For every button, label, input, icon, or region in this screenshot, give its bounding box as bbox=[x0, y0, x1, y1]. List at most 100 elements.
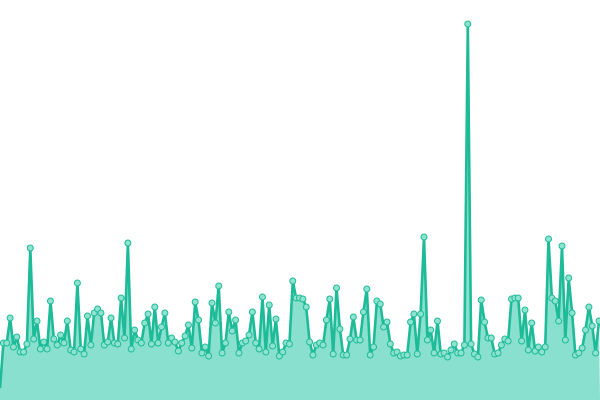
data-point bbox=[558, 242, 566, 250]
data-point bbox=[481, 318, 489, 326]
data-point bbox=[70, 348, 78, 356]
data-point bbox=[161, 309, 169, 317]
data-point bbox=[497, 341, 505, 349]
data-point bbox=[87, 341, 95, 349]
data-point bbox=[53, 341, 61, 349]
data-point bbox=[63, 317, 71, 325]
data-point bbox=[73, 279, 81, 287]
area-fill-layer bbox=[0, 24, 600, 400]
data-point bbox=[380, 323, 388, 331]
data-point bbox=[20, 348, 28, 356]
data-point bbox=[349, 313, 357, 321]
data-point bbox=[410, 310, 418, 318]
data-point bbox=[147, 340, 155, 348]
data-point bbox=[363, 285, 371, 293]
data-point bbox=[208, 299, 216, 307]
data-point bbox=[366, 351, 374, 359]
data-point bbox=[457, 349, 465, 357]
data-point bbox=[174, 347, 182, 355]
data-point bbox=[104, 338, 112, 346]
data-point bbox=[164, 339, 172, 347]
data-point bbox=[265, 301, 273, 309]
data-point bbox=[565, 274, 573, 282]
data-point bbox=[595, 317, 600, 325]
data-point bbox=[137, 339, 145, 347]
data-point bbox=[77, 345, 85, 353]
data-point bbox=[83, 312, 91, 320]
data-point bbox=[228, 327, 236, 335]
data-point bbox=[151, 303, 159, 311]
data-point bbox=[33, 317, 41, 325]
data-point bbox=[521, 306, 529, 314]
data-point bbox=[343, 351, 351, 359]
data-point bbox=[346, 335, 354, 343]
data-point bbox=[46, 297, 54, 305]
data-point bbox=[423, 336, 431, 344]
data-point bbox=[60, 339, 68, 347]
data-point bbox=[329, 350, 337, 358]
data-point bbox=[248, 308, 256, 316]
data-point bbox=[383, 318, 391, 326]
data-point bbox=[178, 339, 186, 347]
data-point bbox=[450, 340, 458, 348]
data-point bbox=[413, 350, 421, 358]
data-point bbox=[427, 326, 435, 334]
data-point bbox=[582, 326, 590, 334]
data-point bbox=[36, 345, 44, 353]
data-point bbox=[198, 349, 206, 357]
data-point bbox=[578, 344, 586, 352]
data-point bbox=[487, 334, 495, 342]
data-point bbox=[494, 349, 502, 357]
data-point bbox=[336, 325, 344, 333]
data-point bbox=[57, 331, 65, 339]
data-point bbox=[235, 349, 243, 357]
data-point bbox=[30, 335, 38, 343]
data-point bbox=[117, 294, 125, 302]
data-point bbox=[447, 346, 455, 354]
data-point bbox=[333, 284, 341, 292]
data-point bbox=[504, 337, 512, 345]
data-point bbox=[299, 295, 307, 303]
data-point bbox=[131, 326, 139, 334]
data-point bbox=[221, 339, 229, 347]
data-point bbox=[585, 303, 593, 311]
data-point bbox=[538, 348, 546, 356]
data-point bbox=[545, 235, 553, 243]
data-point bbox=[407, 318, 415, 326]
data-point bbox=[518, 337, 526, 345]
data-point bbox=[285, 340, 293, 348]
data-point bbox=[309, 351, 317, 359]
data-point bbox=[124, 239, 132, 247]
data-point bbox=[319, 341, 327, 349]
data-point bbox=[3, 339, 11, 347]
data-point bbox=[97, 309, 105, 317]
data-point bbox=[211, 319, 219, 327]
data-point bbox=[467, 340, 475, 348]
data-point bbox=[50, 335, 58, 343]
data-point bbox=[306, 338, 314, 346]
data-point bbox=[26, 244, 34, 252]
data-point bbox=[370, 343, 378, 351]
data-point bbox=[144, 310, 152, 318]
data-point bbox=[107, 314, 115, 322]
data-point bbox=[477, 296, 485, 304]
data-point bbox=[114, 340, 122, 348]
data-point bbox=[13, 333, 21, 341]
data-point bbox=[417, 310, 425, 318]
data-point bbox=[528, 319, 536, 327]
data-point bbox=[225, 308, 233, 316]
data-point bbox=[356, 336, 364, 344]
data-point bbox=[551, 297, 559, 305]
data-point bbox=[541, 343, 549, 351]
data-point bbox=[195, 316, 203, 324]
data-point bbox=[460, 341, 468, 349]
data-point bbox=[376, 300, 384, 308]
data-point bbox=[464, 20, 472, 28]
data-point bbox=[474, 353, 482, 361]
data-point bbox=[575, 349, 583, 357]
data-point bbox=[524, 346, 532, 354]
data-point bbox=[191, 298, 199, 306]
data-point bbox=[592, 349, 600, 357]
data-point bbox=[322, 316, 330, 324]
data-points-layer bbox=[0, 20, 600, 361]
